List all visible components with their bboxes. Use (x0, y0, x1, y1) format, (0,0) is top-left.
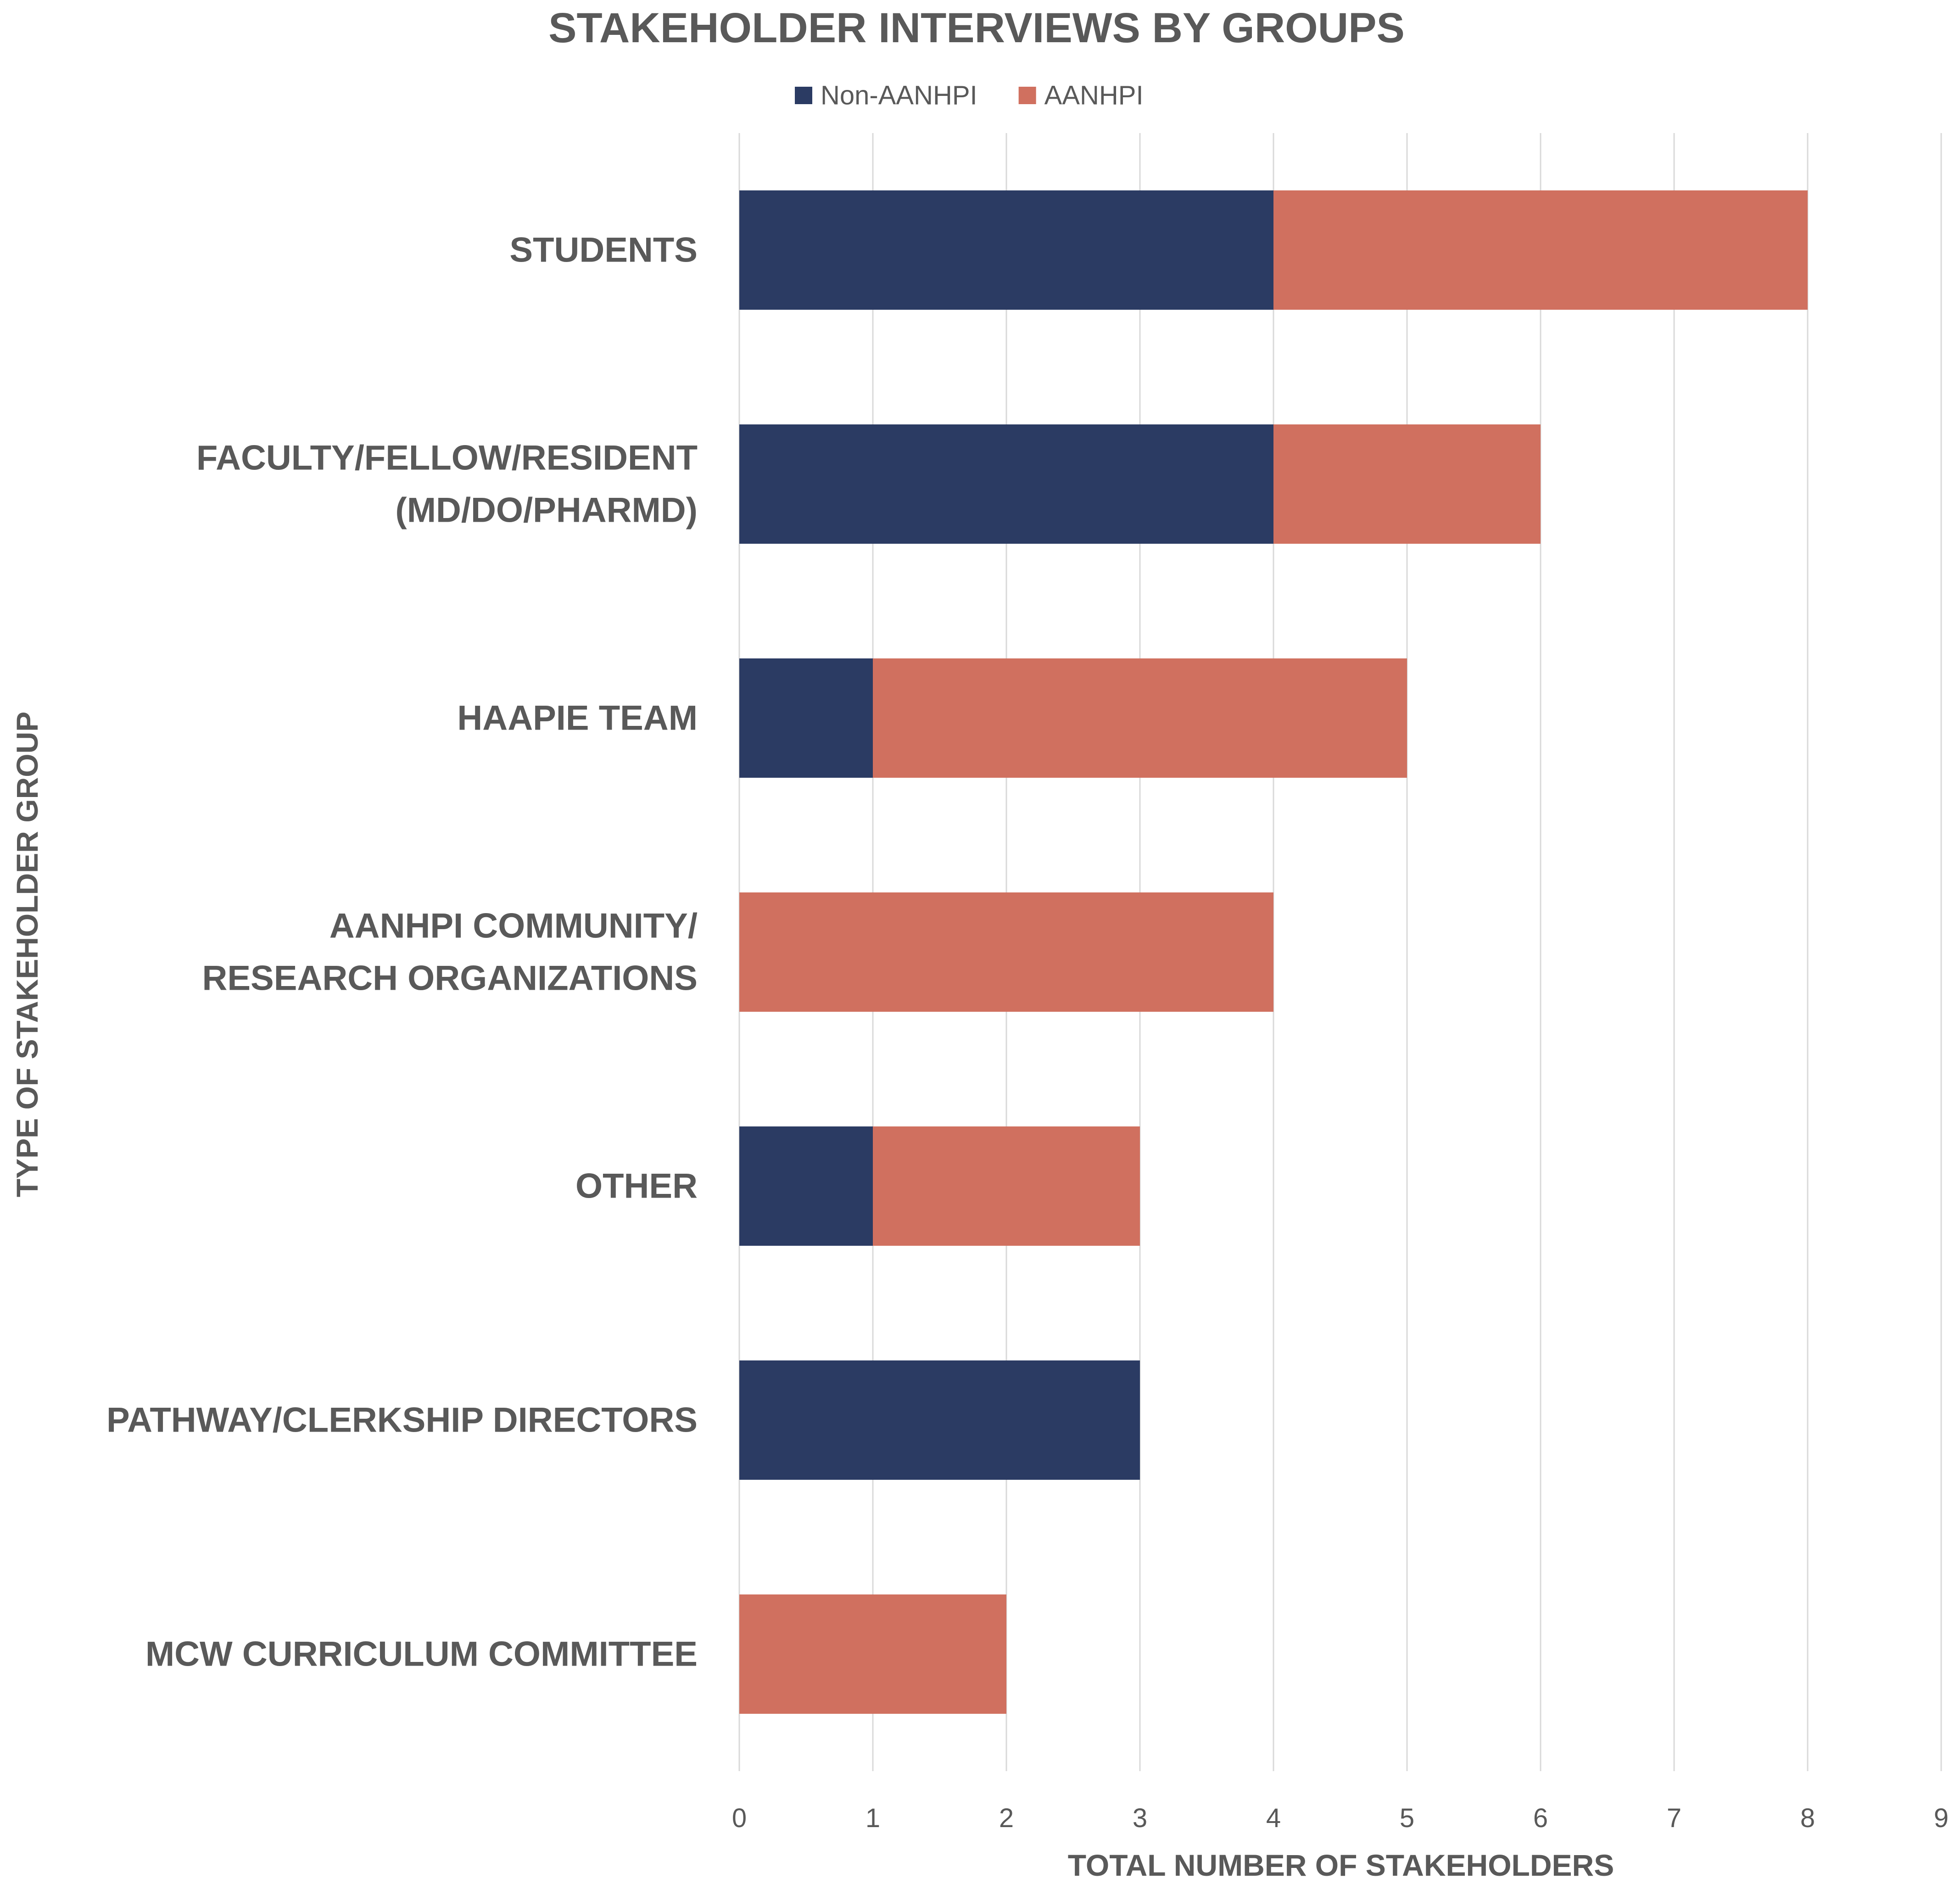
x-tick-label-9: 9 (1934, 1803, 1949, 1833)
x-tick-label-7: 7 (1667, 1803, 1681, 1833)
bar-aanhpi-1 (1273, 424, 1541, 544)
category-label-1-line-1: (MD/DO/PHARMD) (395, 491, 698, 530)
category-label-1-line-0: FACULTY/FELLOW/RESIDENT (196, 439, 698, 478)
x-tick-label-0: 0 (732, 1803, 747, 1833)
legend-swatch-aanhpi (1018, 87, 1036, 104)
bar-aanhpi-4 (873, 1126, 1140, 1246)
y-axis-title: TYPE OF STAKEHOLDER GROUP (10, 712, 44, 1198)
x-tick-label-1: 1 (866, 1803, 880, 1833)
x-axis-ticks: 0 1 2 3 4 5 6 7 8 9 (732, 1803, 1949, 1833)
legend-swatch-non-aanhpi (795, 87, 812, 104)
bar-aanhpi-6 (739, 1594, 1006, 1714)
category-label-5: PATHWAY/CLERKSHIP DIRECTORS (106, 1401, 698, 1440)
category-label-3-line-1: RESEARCH ORGANIZATIONS (202, 959, 698, 998)
category-label-4: OTHER (575, 1167, 698, 1206)
legend-label-aanhpi: AANHPI (1044, 81, 1144, 111)
bar-non-aanhpi-5 (739, 1360, 1140, 1480)
y-axis-categories: STUDENTS FACULTY/FELLOW/RESIDENT (MD/DO/PH… (106, 231, 698, 1674)
category-label-6: MCW CURRICULUM COMMITTEE (145, 1635, 698, 1674)
x-tick-label-4: 4 (1266, 1803, 1281, 1833)
legend-label-non-aanhpi: Non-AANHPI (821, 81, 977, 111)
legend: Non-AANHPI AANHPI (795, 81, 1144, 111)
x-axis-title: TOTAL NUMBER OF STAKEHOLDERS (1068, 1848, 1614, 1882)
x-tick-label-5: 5 (1400, 1803, 1414, 1833)
category-label-3-line-0: AANHPI COMMUNITY/ (329, 907, 698, 946)
category-label-0: STUDENTS (509, 231, 698, 270)
bar-non-aanhpi-1 (739, 424, 1273, 544)
bar-non-aanhpi-0 (739, 190, 1273, 310)
bar-non-aanhpi-4 (739, 1126, 873, 1246)
category-label-2: HAAPIE TEAM (457, 699, 698, 738)
x-tick-label-2: 2 (999, 1803, 1014, 1833)
x-tick-label-8: 8 (1800, 1803, 1815, 1833)
bar-aanhpi-3 (739, 892, 1273, 1012)
x-tick-label-6: 6 (1533, 1803, 1548, 1833)
bar-non-aanhpi-2 (739, 658, 873, 778)
chart-title: STAKEHOLDER INTERVIEWS BY GROUPS (548, 5, 1405, 51)
bars (739, 190, 1808, 1714)
x-tick-label-3: 3 (1133, 1803, 1147, 1833)
bar-aanhpi-2 (873, 658, 1407, 778)
bar-aanhpi-0 (1273, 190, 1808, 310)
